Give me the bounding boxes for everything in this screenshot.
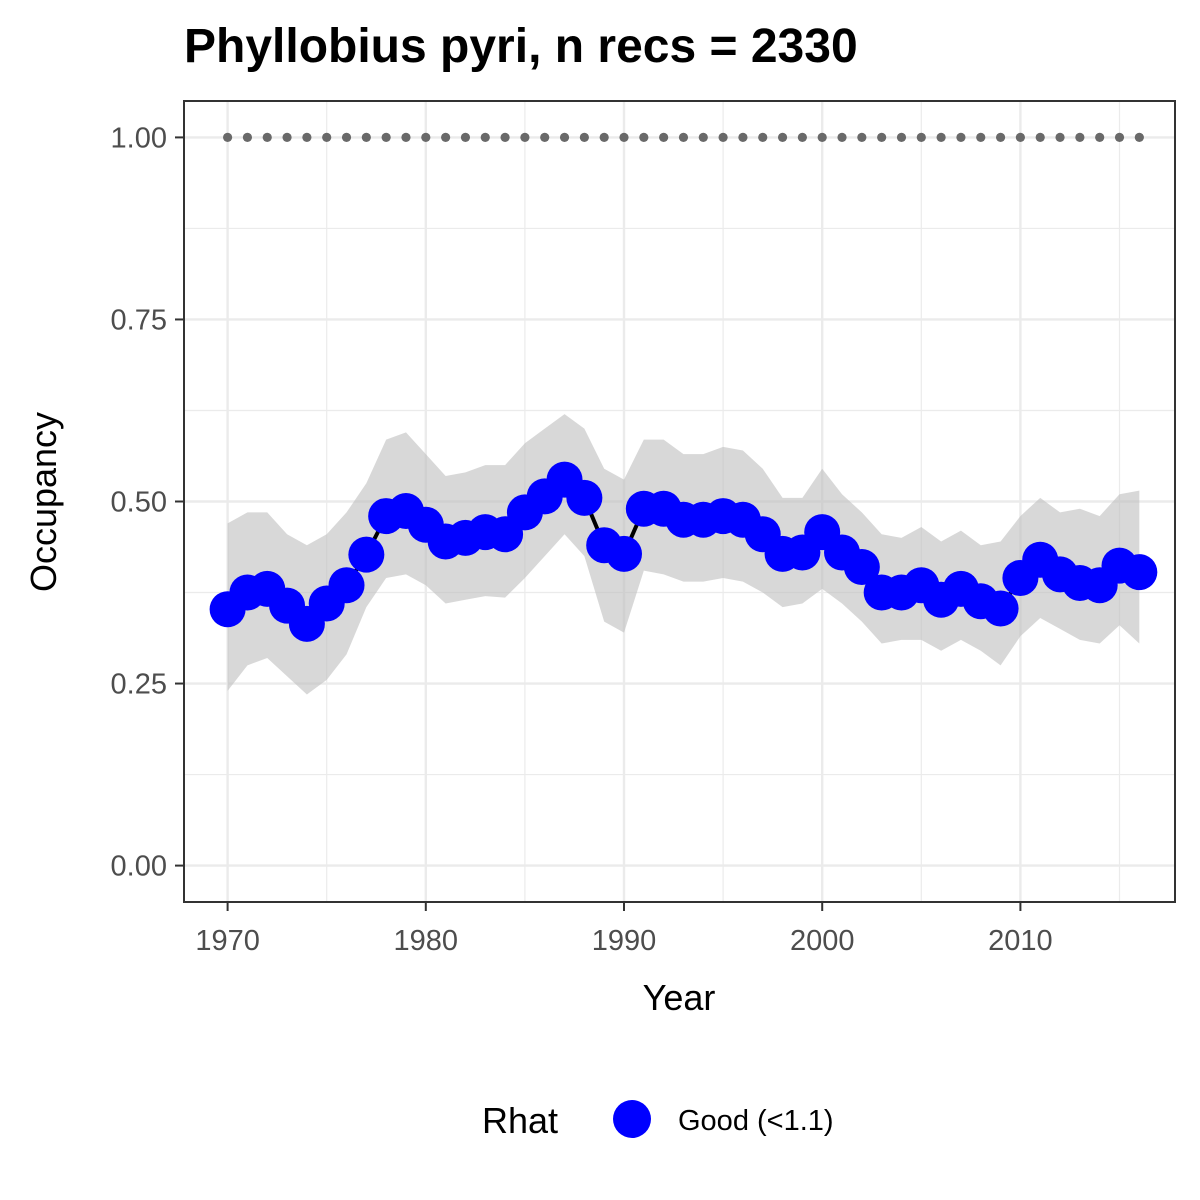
reference-dot — [995, 132, 1006, 143]
y-tick-label: 0.50 — [111, 487, 167, 519]
reference-dot — [1075, 132, 1085, 143]
reference-dot — [223, 132, 233, 143]
reference-dot — [599, 132, 609, 143]
reference-dot — [877, 132, 887, 143]
reference-dot — [976, 132, 986, 143]
reference-dot — [1035, 132, 1045, 143]
y-axis-title: Occupancy — [23, 412, 64, 592]
legend-key-good — [613, 1100, 651, 1138]
reference-dot — [1055, 132, 1065, 143]
reference-dot — [837, 132, 847, 143]
reference-dot — [936, 132, 946, 143]
reference-dot — [441, 132, 451, 143]
reference-dot — [341, 132, 352, 143]
legend-label-good: Good (<1.1) — [678, 1105, 834, 1137]
x-tick-label: 1990 — [592, 925, 657, 957]
x-tick-label: 2010 — [988, 925, 1053, 957]
reference-dot — [1015, 132, 1026, 143]
reference-dot — [1095, 132, 1105, 143]
y-tick-label: 0.25 — [111, 669, 167, 701]
reference-dot — [579, 132, 589, 143]
reference-dot — [282, 132, 292, 143]
y-tick-label: 0.00 — [111, 851, 167, 883]
y-tick-label: 1.00 — [111, 122, 167, 154]
reference-dot — [421, 132, 431, 143]
reference-dot — [777, 132, 788, 143]
reference-dot — [698, 132, 708, 143]
occupancy-points — [209, 461, 1158, 642]
reference-dot — [817, 132, 827, 143]
x-axis-title: Year — [643, 977, 716, 1018]
reference-dot — [559, 132, 570, 143]
ribbon-band — [227, 414, 1140, 695]
reference-dot — [758, 132, 768, 143]
reference-dot — [857, 132, 867, 143]
reference-dot — [639, 132, 649, 143]
reference-dot — [242, 132, 253, 143]
chart-title: Phyllobius pyri, n recs = 2330 — [184, 20, 858, 73]
reference-dot — [540, 132, 550, 143]
reference-dot — [896, 132, 907, 143]
legend-title: Rhat — [482, 1100, 558, 1141]
reference-dot — [361, 132, 371, 143]
reference-dot — [520, 132, 530, 143]
data-point — [348, 536, 385, 573]
reference-dot — [262, 132, 272, 143]
reference-dot — [718, 132, 728, 143]
reference-dot — [678, 132, 689, 143]
data-point — [328, 567, 365, 604]
reference-dot — [322, 132, 332, 143]
data-point — [606, 535, 643, 572]
reference-dot — [956, 132, 966, 143]
reference-dot — [659, 132, 669, 143]
legend: Rhat Good (<1.1) — [482, 1100, 834, 1141]
reference-dot — [1134, 132, 1144, 143]
reference-dot — [1114, 132, 1125, 143]
data-point — [982, 590, 1019, 627]
reference-dot — [916, 132, 926, 143]
reference-dot — [381, 132, 391, 143]
reference-dot — [460, 132, 471, 143]
reference-dot — [500, 132, 510, 143]
data-point — [566, 479, 603, 516]
reference-dot — [480, 132, 490, 143]
x-tick-label: 1980 — [394, 925, 459, 957]
x-axis: 1970 1980 1990 2000 2010 — [195, 902, 1053, 957]
reference-dot — [302, 132, 312, 143]
reference-dots — [223, 132, 1144, 143]
confidence-ribbon — [227, 414, 1140, 695]
reference-dot — [738, 132, 748, 143]
plot-panel — [183, 100, 1176, 903]
data-point — [1121, 554, 1158, 591]
y-axis: 0.00 0.25 0.50 0.75 1.00 — [111, 122, 184, 883]
x-tick-label: 1970 — [195, 925, 260, 957]
reference-dot — [619, 132, 629, 143]
reference-dot — [797, 132, 807, 143]
reference-dot — [401, 132, 411, 143]
x-tick-label: 2000 — [790, 925, 855, 957]
data-point — [843, 549, 880, 586]
y-tick-label: 0.75 — [111, 304, 167, 336]
